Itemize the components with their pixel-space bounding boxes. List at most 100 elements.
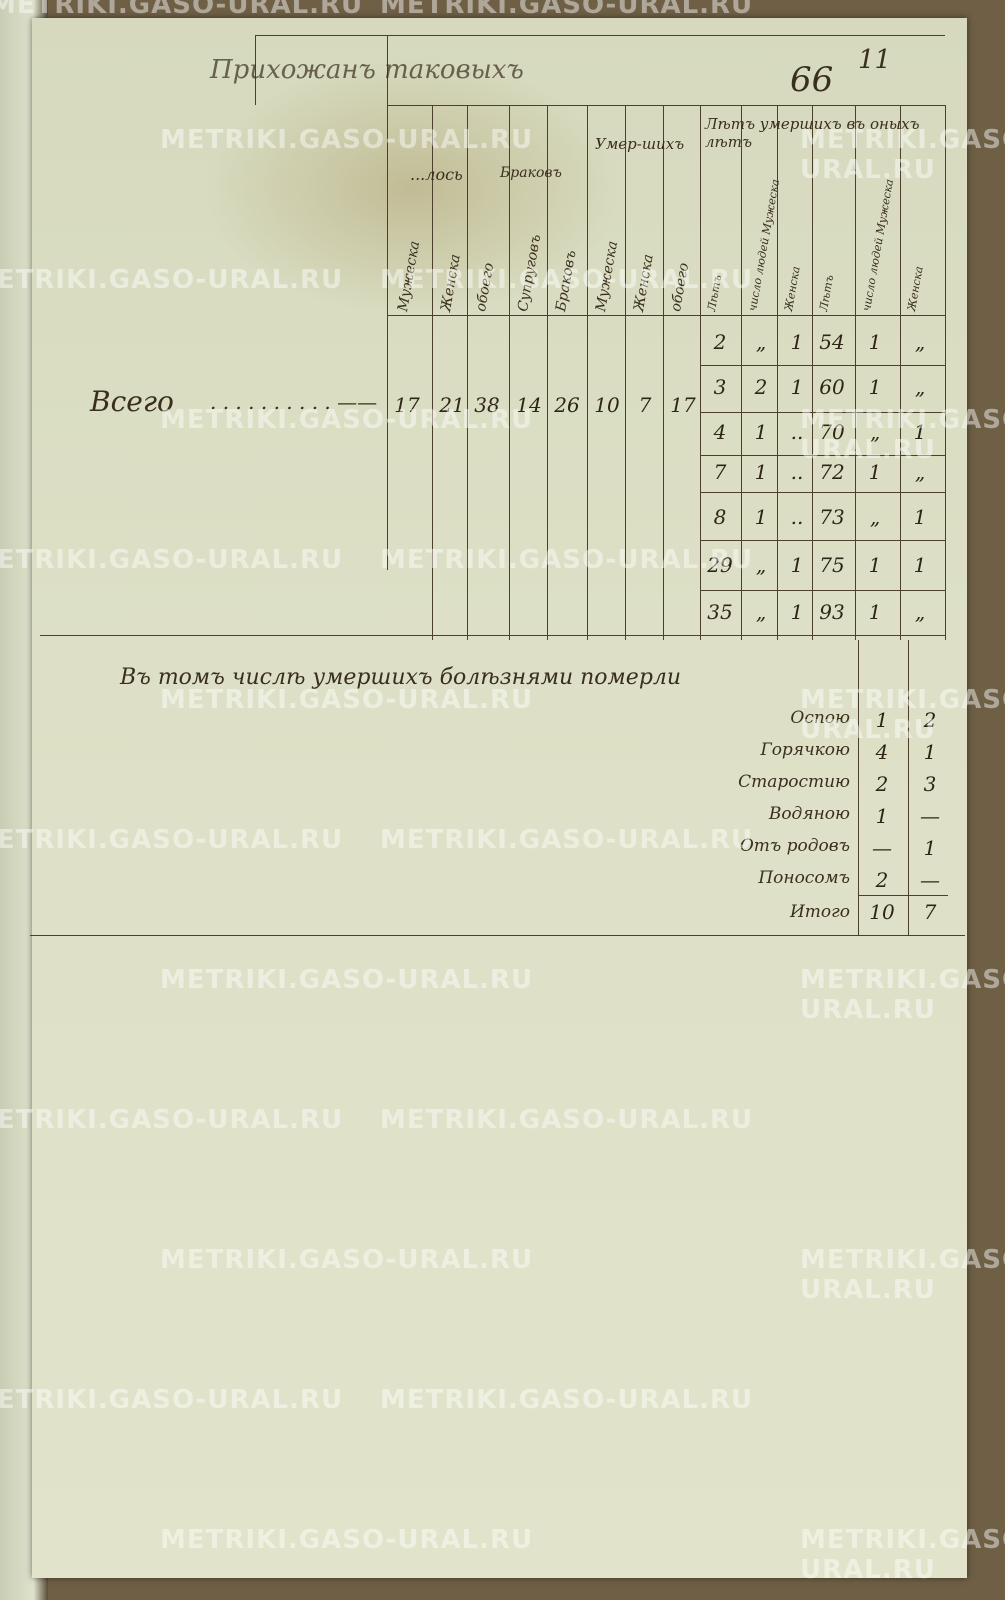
- age-cell: 1: [868, 330, 882, 354]
- age-cell: 1: [754, 420, 768, 444]
- column-rule: [812, 105, 813, 640]
- column-rule: [700, 105, 701, 640]
- age-cell: 1: [790, 375, 804, 399]
- header-died: Умер-шихъ: [595, 135, 685, 153]
- section-rule: [30, 935, 965, 936]
- age-cell: 1: [790, 553, 804, 577]
- disease-total-label: Итого: [789, 902, 850, 922]
- age-cell: „: [914, 330, 926, 354]
- watermark-text: METRIKI.GASO-URAL.RU: [380, 265, 754, 295]
- watermark-text: METRIKI.GASO-URAL.RU: [380, 0, 754, 20]
- age-cell: 35: [707, 600, 733, 624]
- disease-total-male: 10: [869, 900, 895, 924]
- age-cell: 73: [819, 505, 845, 529]
- age-cell: „: [914, 375, 926, 399]
- watermark-text: METRIKI.GASO-URAL.RU: [800, 965, 1005, 1025]
- document-page: [32, 18, 967, 1578]
- column-rule: [255, 35, 256, 105]
- disease-male: —: [872, 836, 892, 860]
- disease-name: Горячкою: [760, 740, 850, 760]
- column-rule: [509, 105, 510, 640]
- age-cell: 1: [913, 420, 927, 444]
- watermark-text: METRIKI.GASO-URAL.RU: [380, 1385, 754, 1415]
- sheet-number: 11: [858, 45, 892, 75]
- age-cell: „: [869, 505, 881, 529]
- header-rule: [387, 105, 945, 106]
- age-cell: 1: [868, 375, 882, 399]
- age-cell: „: [755, 330, 767, 354]
- column-rule: [625, 105, 626, 640]
- column-rule: [945, 105, 946, 640]
- age-cell: „: [914, 600, 926, 624]
- table-bottom-rule: [40, 635, 945, 636]
- dotted-leader: . . . . . . . . . . ——: [210, 390, 378, 414]
- column-rule: [741, 105, 742, 640]
- watermark-text: METRIKI.GASO-URAL.RU: [0, 1385, 344, 1415]
- age-cell: 93: [819, 600, 845, 624]
- disease-name: Старостию: [738, 772, 850, 792]
- disease-female: —: [920, 804, 940, 828]
- watermark-text: METRIKI.GASO-URAL.RU: [0, 0, 364, 20]
- watermark-text: METRIKI.GASO-URAL.RU: [160, 1245, 534, 1275]
- age-cell: „: [755, 553, 767, 577]
- disease-name: Оспою: [790, 708, 850, 728]
- age-cell: „: [914, 460, 926, 484]
- age-cell: 1: [913, 505, 927, 529]
- total-value: 7: [638, 393, 652, 417]
- column-rule: [855, 105, 856, 640]
- disease-female: 2: [923, 708, 937, 732]
- watermark-text: METRIKI.GASO-URAL.RU: [0, 825, 344, 855]
- watermark-text: METRIKI.GASO-URAL.RU: [800, 1245, 1005, 1305]
- page-title: Прихожанъ таковыхъ: [210, 55, 524, 85]
- column-rule: [387, 35, 388, 570]
- column-rule: [467, 105, 468, 640]
- age-cell: 70: [819, 420, 845, 444]
- row-rule: [700, 540, 945, 541]
- column-rule: [432, 105, 433, 640]
- watermark-text: METRIKI.GASO-URAL.RU: [160, 685, 534, 715]
- disease-male: 1: [875, 708, 889, 732]
- age-cell: ..: [790, 460, 804, 484]
- age-cell: 60: [819, 375, 845, 399]
- age-cell: 54: [819, 330, 845, 354]
- disease-female: —: [920, 868, 940, 892]
- header-ages: Лѣтъ умершихъ въ оныхъ лѣтъ: [705, 115, 920, 151]
- header-married: Браковъ: [500, 165, 562, 181]
- disease-total-female: 7: [923, 900, 937, 924]
- disease-male: 4: [875, 740, 889, 764]
- age-cell: 2: [754, 375, 768, 399]
- column-rule: [663, 105, 664, 640]
- age-cell: 1: [754, 505, 768, 529]
- age-cell: 2: [713, 330, 727, 354]
- age-cell: 4: [713, 420, 727, 444]
- watermark-text: METRIKI.GASO-URAL.RU: [0, 265, 344, 295]
- age-cell: 3: [713, 375, 727, 399]
- row-rule: [700, 412, 945, 413]
- disease-name: Отъ родовъ: [739, 836, 850, 856]
- total-value: 17: [394, 393, 420, 417]
- header-rule: [255, 35, 945, 36]
- column-rule: [900, 105, 901, 640]
- watermark-text: METRIKI.GASO-URAL.RU: [800, 1525, 1005, 1585]
- subheader-rule: [387, 315, 945, 316]
- folio-number: 66: [790, 60, 834, 100]
- total-value: 10: [594, 393, 620, 417]
- diseases-heading: Въ томъ числѣ умершихъ болѣзнями померли: [120, 665, 682, 690]
- total-value: 26: [554, 393, 580, 417]
- age-cell: 1: [868, 553, 882, 577]
- watermark-text: METRIKI.GASO-URAL.RU: [380, 545, 754, 575]
- watermark-text: METRIKI.GASO-URAL.RU: [160, 125, 534, 155]
- age-cell: ..: [790, 505, 804, 529]
- disease-male: 2: [875, 772, 889, 796]
- watermark-text: METRIKI.GASO-URAL.RU: [160, 965, 534, 995]
- age-cell: 1: [868, 460, 882, 484]
- disease-male: 2: [875, 868, 889, 892]
- watermark-text: METRIKI.GASO-URAL.RU: [380, 1105, 754, 1135]
- row-rule: [700, 365, 945, 366]
- age-cell: 1: [868, 600, 882, 624]
- age-cell: 7: [713, 460, 727, 484]
- age-cell: ..: [790, 420, 804, 444]
- age-cell: 72: [819, 460, 845, 484]
- disease-female: 3: [923, 772, 937, 796]
- total-value: 21: [439, 393, 465, 417]
